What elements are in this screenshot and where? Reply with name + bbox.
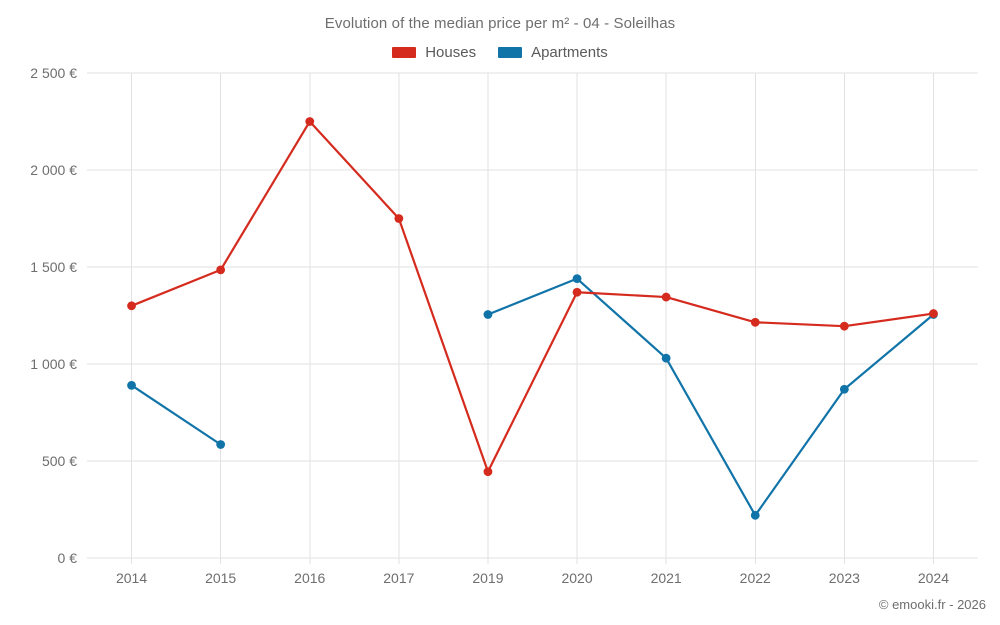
- legend-item-apartments[interactable]: Apartments: [498, 44, 608, 61]
- apartments-color-swatch: [498, 47, 523, 58]
- y-axis-tick-label: 2 000 €: [30, 162, 77, 178]
- data-point-apartments[interactable]: [750, 510, 760, 520]
- data-point-houses[interactable]: [572, 287, 582, 297]
- y-axis-tick-label: 0 €: [57, 550, 77, 566]
- houses-color-swatch: [392, 47, 417, 58]
- footer-credit: © emooki.fr - 2026: [878, 597, 986, 612]
- data-point-houses[interactable]: [839, 321, 849, 331]
- data-point-houses[interactable]: [483, 467, 493, 477]
- series-line-houses: [130, 120, 935, 473]
- x-axis-tick-label: 2017: [383, 570, 415, 586]
- x-axis-tick-label: 2023: [828, 570, 860, 586]
- x-axis-tick-label: 2021: [650, 570, 682, 586]
- x-axis-tick-label: 2015: [205, 570, 237, 586]
- data-point-apartments[interactable]: [216, 440, 226, 449]
- data-point-apartments[interactable]: [483, 310, 493, 319]
- x-axis-tick-label: 2024: [917, 570, 950, 586]
- data-point-houses[interactable]: [216, 265, 226, 275]
- x-axis-tick-label: 2014: [115, 570, 148, 586]
- data-point-houses[interactable]: [929, 309, 938, 318]
- x-axis-tick-label: 2016: [294, 570, 326, 586]
- data-point-apartments[interactable]: [572, 274, 582, 284]
- series-line-apartments: [486, 277, 935, 517]
- legend-label-houses: Houses: [425, 44, 477, 61]
- x-axis-tick-label: 2019: [472, 570, 504, 586]
- data-point-houses[interactable]: [394, 214, 404, 223]
- data-point-apartments[interactable]: [661, 353, 671, 363]
- y-axis-tick-label: 1 500 €: [30, 259, 77, 275]
- legend-label-apartments: Apartments: [531, 44, 608, 61]
- data-point-houses[interactable]: [750, 317, 760, 327]
- chart-legend: Houses Apartments: [0, 44, 1000, 61]
- chart-title: Evolution of the median price per m² - 0…: [324, 15, 676, 32]
- x-axis-tick-label: 2022: [739, 570, 771, 586]
- data-point-houses[interactable]: [661, 292, 671, 302]
- y-axis-tick-label: 2 500 €: [30, 65, 77, 81]
- x-axis-tick-label: 2020: [561, 570, 593, 586]
- data-point-houses[interactable]: [127, 301, 136, 311]
- series-line-apartments: [130, 384, 222, 446]
- data-point-apartments[interactable]: [127, 380, 136, 390]
- y-axis-tick-label: 500 €: [41, 453, 77, 469]
- y-axis-tick-label: 1 000 €: [30, 356, 77, 372]
- legend-item-houses[interactable]: Houses: [392, 44, 476, 61]
- data-point-houses[interactable]: [305, 117, 315, 126]
- data-point-apartments[interactable]: [839, 384, 849, 394]
